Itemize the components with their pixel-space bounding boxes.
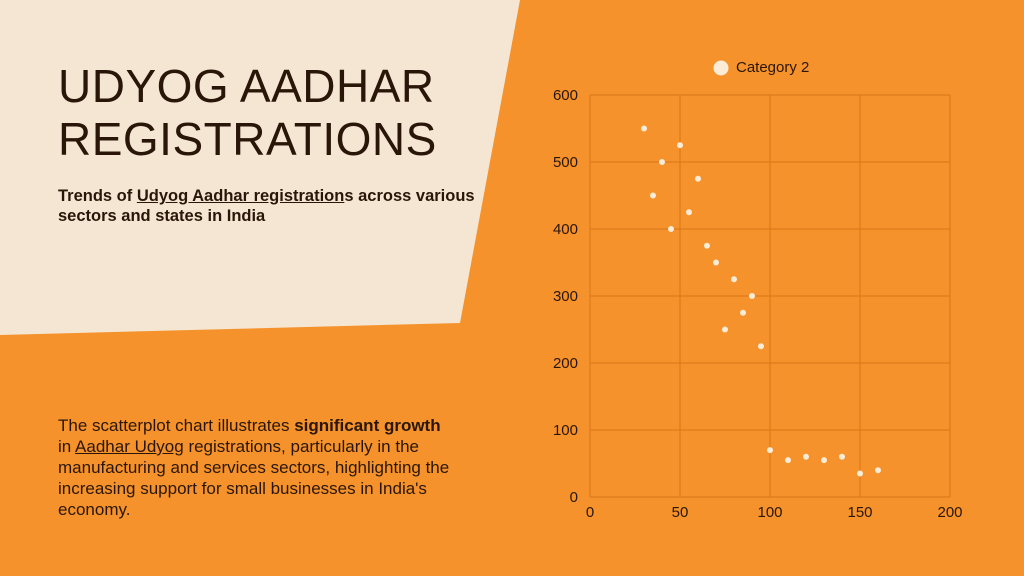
data-point [821, 457, 827, 464]
data-point [722, 326, 728, 333]
y-tick-label: 600 [553, 87, 578, 104]
data-point [749, 293, 755, 299]
page-subtitle: Trends of Udyog Aadhar registrations acr… [58, 186, 478, 226]
y-tick-label: 100 [553, 422, 578, 439]
description-link[interactable]: Aadhar Udyog [75, 437, 184, 456]
page-title: UDYOG AADHAR REGISTRATIONS [58, 60, 437, 165]
chart-description: The scatterplot chart illustrates signif… [58, 415, 458, 520]
x-tick-label: 150 [847, 504, 872, 521]
data-point [875, 467, 881, 474]
data-point [695, 175, 701, 182]
data-point [785, 457, 791, 464]
y-tick-label: 400 [553, 221, 578, 238]
x-tick-label: 50 [672, 504, 689, 521]
subtitle-text-end: s across various sectors and states in I… [58, 187, 475, 225]
description-text-3: registrations, particularly in the manuf… [58, 437, 450, 519]
subtitle-link[interactable]: Udyog Aadhar registration [136, 187, 345, 205]
data-point [740, 309, 746, 316]
data-point [767, 447, 773, 454]
data-point [650, 192, 656, 199]
data-point [704, 242, 710, 249]
title-panel [0, 0, 520, 335]
y-tick-label: 300 [553, 288, 578, 305]
y-tick-label: 0 [570, 489, 578, 506]
x-tick-label: 200 [937, 504, 962, 521]
y-tick-label: 200 [553, 355, 578, 372]
description-bold: significant growth [294, 416, 441, 435]
data-point [713, 259, 719, 266]
data-point [803, 453, 809, 460]
legend-label: Category 2 [736, 59, 809, 76]
scatter-chart: 0 100 200 300 400 500 600 0 50 100 150 200 Category … [553, 59, 963, 521]
x-tick-label: 0 [586, 504, 594, 521]
data-point [839, 453, 845, 460]
data-point [857, 470, 863, 477]
description-text-1: The scatterplot chart illustrates [58, 416, 295, 435]
data-point [677, 142, 683, 149]
data-point [668, 226, 674, 232]
data-point [758, 343, 764, 350]
subtitle-text-start: Trends of [58, 187, 137, 205]
data-point [731, 276, 737, 283]
description-text-2: in [58, 437, 76, 456]
data-point [686, 209, 692, 216]
x-tick-label: 100 [757, 504, 782, 521]
data-point [659, 159, 665, 165]
y-tick-label: 500 [553, 154, 578, 171]
legend-marker [713, 60, 729, 76]
data-point [641, 125, 647, 132]
